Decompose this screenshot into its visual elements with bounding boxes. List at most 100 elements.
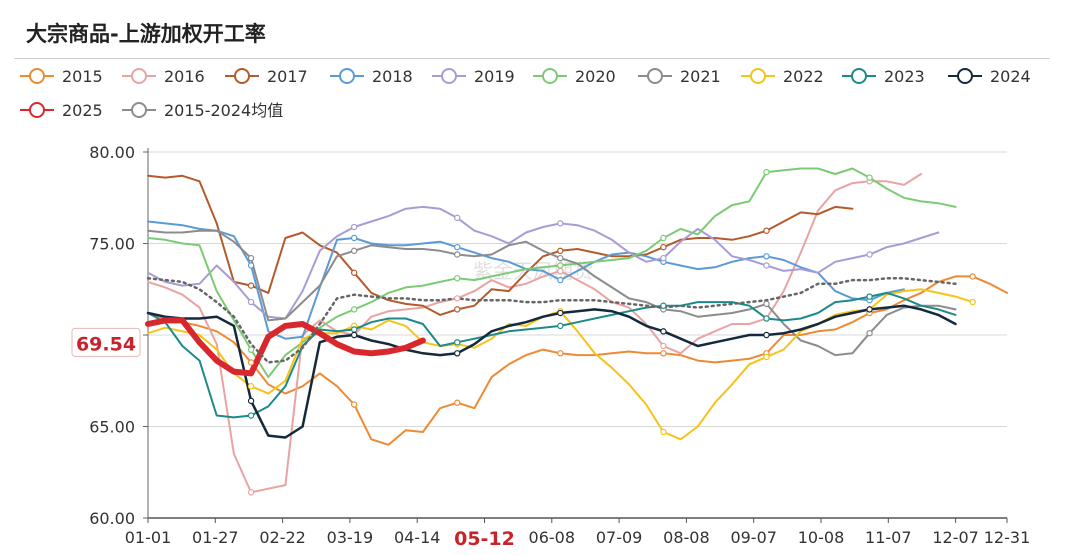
legend-marker [131,68,147,84]
data-point [557,262,564,269]
data-point [866,293,873,300]
data-point [247,282,255,289]
legend-item: 2016 [122,67,205,86]
x-tick-label: 06-08 [529,528,576,547]
data-point [866,251,873,258]
x-axis: 01-01 01-27 02-22 03-19 04-14 06-08 07-09 08-08… [125,517,1031,547]
data-point [660,243,667,251]
x-tick-label: 08-08 [663,528,710,547]
legend-item: 2023 [842,67,925,86]
data-point [557,309,564,317]
data-point [660,342,667,350]
x-tick-label: 03-19 [327,528,374,547]
x-tick-label: 07-09 [596,528,643,547]
legend-label: 2023 [884,67,925,86]
data-point [660,328,667,335]
data-point [247,412,255,419]
legend-marker [957,68,973,84]
legend-marker [131,102,147,118]
x-tick-label: 11-07 [865,528,912,547]
legend-label: 2019 [474,67,515,86]
y-tick-label: 65.00 [89,418,135,437]
series-line [147,291,957,419]
data-point [454,295,461,302]
data-point [557,267,564,275]
data-point [454,339,461,346]
series-line [147,173,923,494]
chart-title: 大宗商品-上游加权开工率 [26,22,266,46]
x-tick-label: 01-27 [192,528,239,547]
data-point [557,254,564,262]
data-point [247,359,255,366]
data-point [247,346,255,353]
legend-label: 2022 [783,67,824,86]
x-tick-label: 12-31 [984,528,1031,547]
legend-item: 2015 [20,67,103,86]
data-point [350,247,358,255]
data-point [763,315,770,322]
data-point [866,329,873,337]
series-line [147,275,1008,446]
x-tick-label: 12-07 [932,528,979,547]
legend-item: 2018 [330,67,413,86]
legend-item: 2025 [20,101,103,120]
legend-item: 2017 [225,67,308,86]
current-date-box [446,524,523,552]
y-tick-label: 80.00 [89,143,135,162]
legend-marker [29,102,45,118]
data-point [350,306,358,313]
legend-marker [647,68,663,84]
legend-label: 2025 [62,101,103,120]
legend-item: 2020 [533,67,616,86]
data-point [866,174,873,181]
legend-item: 2019 [432,67,515,86]
data-point [454,243,461,251]
legend-marker [851,68,867,84]
legend-marker [441,68,457,84]
data-point [763,253,770,260]
data-point [557,350,564,357]
data-point [763,331,770,339]
legend-item: 2024 [948,67,1031,86]
data-point [763,300,770,308]
data-point [454,214,461,222]
legend-label: 2017 [267,67,308,86]
data-point [557,322,564,330]
data-point [247,262,255,269]
data-point [763,168,770,176]
data-point [454,306,461,313]
series-markers [247,168,976,496]
data-point [660,234,667,242]
data-point [247,383,255,390]
data-point [350,331,358,339]
data-point [969,298,976,306]
data-point [247,254,255,262]
series-lines [145,167,1008,494]
data-point [660,350,667,357]
data-point [557,276,564,284]
data-point [454,399,461,406]
legend-label: 2024 [990,67,1031,86]
series-line [145,317,426,377]
legend-marker [542,68,558,84]
legend-label: 2015-2024均值 [164,101,283,120]
series-line [147,229,957,357]
data-point [557,247,564,255]
legend-item: 2021 [638,67,721,86]
series-line [147,205,940,320]
current-value-box [71,327,141,357]
data-point [247,397,255,405]
legend-label: 2021 [680,67,721,86]
data-point [350,326,358,333]
data-point [454,275,461,282]
current-value-label: 69.54 [76,333,136,355]
data-point [763,353,770,361]
data-point [247,298,255,306]
data-point [969,273,976,280]
legend-marker [750,68,766,84]
data-point [557,220,564,227]
legend-label: 2015 [62,67,103,86]
legend-label: 2016 [164,67,205,86]
current-highlights: 69.54 05-12 [71,327,523,552]
